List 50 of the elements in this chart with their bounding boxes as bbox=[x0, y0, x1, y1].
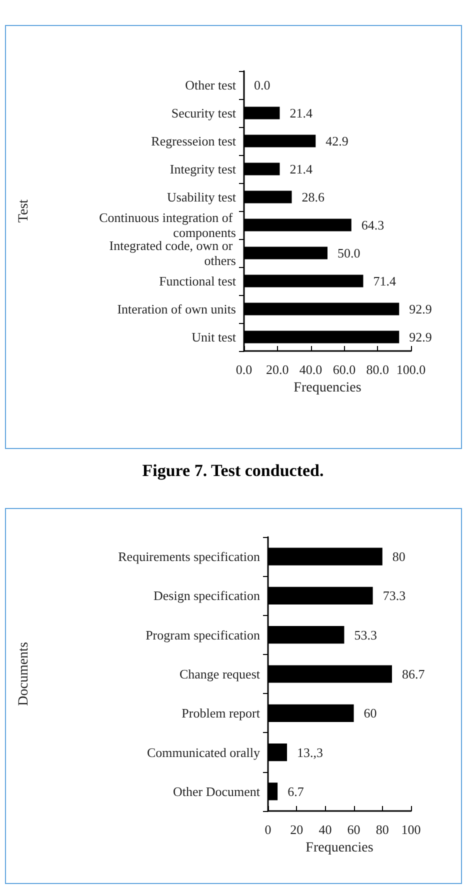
y-tick-label: Design specification bbox=[154, 588, 260, 604]
data-label: 13.,3 bbox=[297, 744, 324, 760]
x-tick-label: 60 bbox=[347, 822, 360, 837]
x-tick-label: 20 bbox=[290, 822, 304, 837]
y-tick-label: Integrity test bbox=[170, 162, 236, 176]
data-label: 6.7 bbox=[288, 784, 304, 799]
x-tick-label: 40 bbox=[318, 822, 332, 837]
x-tick-label: 80 bbox=[376, 822, 389, 837]
y-tick-label: Unit test bbox=[192, 330, 236, 344]
data-label: 71.4 bbox=[373, 274, 396, 288]
x-tick-label: 20.0 bbox=[266, 362, 289, 377]
y-tick-label: Problem report bbox=[182, 706, 260, 721]
y-tick-label: Change request bbox=[179, 666, 260, 682]
y-tick-label: Other Document bbox=[172, 784, 260, 799]
y-tick-label: Security test bbox=[171, 106, 236, 120]
x-axis-title: Frequencies bbox=[294, 380, 362, 396]
data-label: 86.7 bbox=[402, 666, 426, 682]
y-tick-label: Interation of own units bbox=[117, 302, 236, 316]
y-tick-label: Functional test bbox=[159, 274, 236, 288]
data-label: 92.9 bbox=[409, 330, 432, 344]
y-tick-label: Regresseion test bbox=[151, 134, 236, 148]
x-tick-label: 40.0 bbox=[299, 362, 322, 377]
y-tick-label: Program specification bbox=[146, 627, 260, 642]
data-label: 50.0 bbox=[338, 246, 360, 260]
data-label: 80 bbox=[392, 549, 406, 564]
data-label: 42.9 bbox=[326, 134, 348, 148]
y-tick-label: Other test bbox=[185, 78, 236, 92]
data-label: 21.4 bbox=[290, 162, 313, 176]
x-tick-label: 60.0 bbox=[332, 362, 356, 377]
y-tick-label: Continuous integration of components bbox=[99, 210, 236, 240]
data-label: 53.3 bbox=[354, 627, 377, 642]
y-tick-label: Requirements specification bbox=[118, 549, 260, 564]
data-label: 21.4 bbox=[290, 106, 313, 120]
data-label: 73.3 bbox=[382, 588, 406, 604]
data-label: 60 bbox=[364, 706, 377, 721]
caption: Figure 7. Test conducted. bbox=[141, 461, 325, 481]
data-label: 0.0 bbox=[254, 78, 270, 92]
data-label: 28.6 bbox=[302, 190, 326, 204]
y-tick-label: Usability test bbox=[167, 190, 236, 204]
y-axis-title: Documents bbox=[16, 642, 32, 706]
data-label: 92.9 bbox=[409, 302, 432, 316]
x-tick-label: 0.0 bbox=[236, 362, 252, 377]
x-tick-label: 100 bbox=[401, 822, 421, 837]
x-tick-label: 0 bbox=[264, 822, 272, 837]
x-tick-label: 100.0 bbox=[396, 362, 426, 377]
data-label: 64.3 bbox=[361, 218, 384, 232]
x-axis-title: Frequencies bbox=[306, 840, 374, 856]
y-tick-label: Communicated orally bbox=[146, 744, 260, 760]
y-axis-title: Test bbox=[16, 199, 32, 223]
x-tick-label: 80.0 bbox=[366, 362, 389, 377]
